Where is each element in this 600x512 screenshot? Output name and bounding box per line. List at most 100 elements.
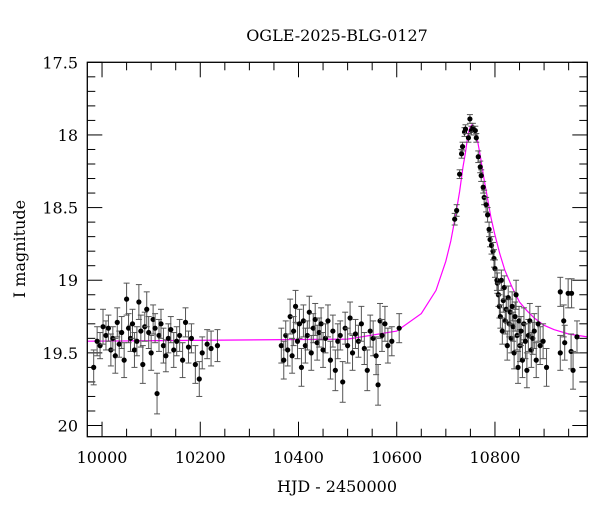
point-marker xyxy=(208,345,214,352)
data-point xyxy=(105,314,112,342)
point-marker xyxy=(144,306,150,312)
data-point xyxy=(334,323,341,360)
data-point xyxy=(459,141,466,152)
point-marker xyxy=(561,318,567,324)
point-marker xyxy=(150,316,156,323)
point-marker xyxy=(522,338,529,344)
point-marker xyxy=(154,390,160,397)
point-marker xyxy=(300,318,307,324)
point-marker xyxy=(302,343,308,349)
data-point xyxy=(465,132,472,143)
data-point xyxy=(480,180,487,194)
point-marker xyxy=(281,357,287,363)
data-point xyxy=(176,318,183,352)
point-marker xyxy=(289,353,295,359)
point-marker xyxy=(375,382,381,388)
data-point xyxy=(364,349,371,392)
data-point xyxy=(352,318,359,350)
data-point xyxy=(154,372,161,415)
data-point xyxy=(456,169,463,180)
point-marker xyxy=(91,364,97,370)
data-point xyxy=(504,330,511,361)
point-marker xyxy=(316,329,322,336)
x-tick-label: 10200 xyxy=(175,448,226,467)
data-point xyxy=(367,314,374,348)
point-marker xyxy=(140,361,146,368)
point-marker xyxy=(543,364,550,370)
point-marker xyxy=(367,328,373,334)
data-point xyxy=(188,323,195,354)
point-marker xyxy=(94,338,100,344)
point-marker xyxy=(537,343,543,349)
data-point xyxy=(139,345,146,384)
point-marker xyxy=(179,357,186,363)
point-marker xyxy=(134,338,140,344)
chart-title: OGLE-2025-BLG-0127 xyxy=(246,26,428,45)
data-point xyxy=(94,326,101,357)
data-point xyxy=(123,282,130,316)
point-marker xyxy=(320,347,326,353)
point-marker xyxy=(504,343,510,349)
data-point xyxy=(339,361,346,403)
point-marker xyxy=(510,324,516,330)
point-marker xyxy=(349,350,356,356)
point-marker xyxy=(174,338,180,344)
point-marker xyxy=(123,296,130,302)
point-marker xyxy=(148,350,154,356)
data-point xyxy=(214,329,221,363)
y-tick-label: 18 xyxy=(58,126,78,145)
point-marker xyxy=(452,216,458,222)
data-point xyxy=(378,318,385,352)
point-marker xyxy=(332,367,338,373)
point-marker xyxy=(462,126,469,132)
point-marker xyxy=(465,135,472,141)
data-point xyxy=(347,301,354,335)
data-point xyxy=(97,332,104,360)
data-point xyxy=(304,320,311,351)
data-point xyxy=(522,323,529,360)
point-marker xyxy=(308,350,314,356)
data-point xyxy=(100,308,107,345)
point-marker xyxy=(467,116,473,122)
data-point xyxy=(517,316,524,347)
point-marker xyxy=(158,321,164,327)
point-marker xyxy=(345,343,351,349)
point-marker xyxy=(196,376,202,382)
data-point xyxy=(137,314,144,348)
data-point xyxy=(199,336,206,370)
data-point xyxy=(308,334,315,371)
point-marker xyxy=(535,321,541,327)
data-point xyxy=(133,326,140,357)
point-marker xyxy=(512,313,518,320)
data-point xyxy=(453,204,460,217)
data-point xyxy=(337,320,344,351)
data-point xyxy=(560,304,567,338)
data-point xyxy=(373,336,380,376)
point-marker xyxy=(456,171,463,177)
point-marker xyxy=(340,379,346,385)
point-marker xyxy=(214,343,221,349)
point-marker xyxy=(327,357,334,363)
data-point xyxy=(165,323,172,354)
x-tick-label: 10600 xyxy=(371,448,422,467)
point-marker xyxy=(533,357,539,363)
point-marker xyxy=(182,319,189,325)
data-point xyxy=(296,308,303,339)
point-marker xyxy=(396,325,402,331)
point-marker xyxy=(335,338,341,344)
point-marker xyxy=(458,151,465,157)
data-point xyxy=(381,305,388,342)
point-marker xyxy=(352,331,359,337)
data-point xyxy=(561,324,568,361)
data-point xyxy=(473,132,480,143)
y-tick-label: 20 xyxy=(58,417,78,436)
data-point xyxy=(466,114,473,124)
y-tick-label: 17.5 xyxy=(42,53,78,72)
point-marker xyxy=(129,321,136,327)
data-point xyxy=(523,352,530,389)
data-point xyxy=(290,316,297,347)
point-marker xyxy=(337,332,343,339)
point-marker xyxy=(121,357,127,363)
data-point xyxy=(483,196,490,213)
data-point xyxy=(167,316,174,344)
